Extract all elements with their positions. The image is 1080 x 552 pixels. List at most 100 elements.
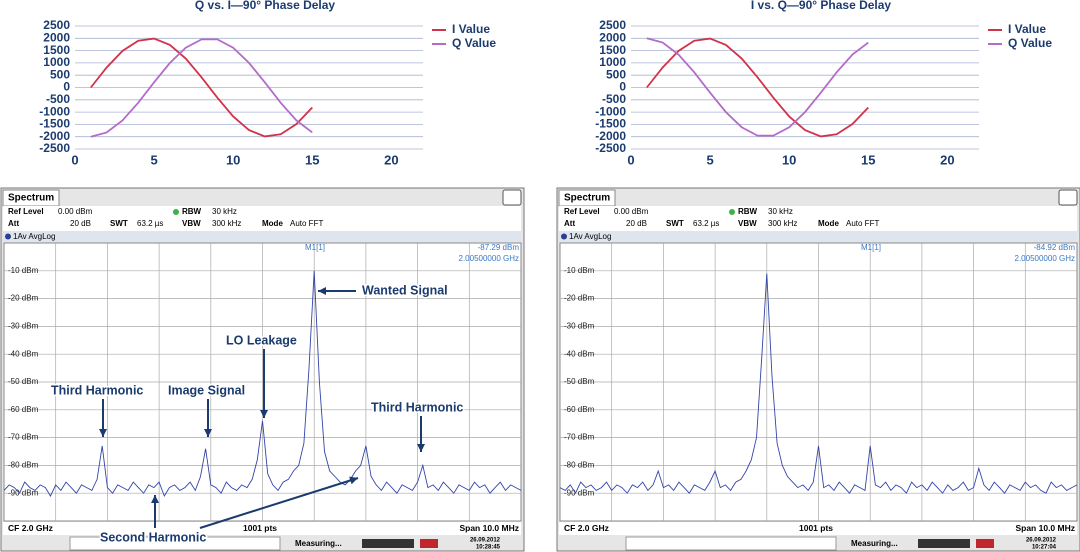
menu-button — [1058, 189, 1078, 206]
trace-dot — [561, 233, 567, 240]
footer — [559, 522, 1077, 535]
header-value: 300 kHz — [212, 219, 241, 228]
footer-text: Span 10.0 MHz — [459, 523, 519, 533]
x-tick-label: 5 — [706, 152, 713, 167]
y-tick-label: 500 — [50, 67, 70, 81]
y-tick-label: -40 dBm — [8, 349, 39, 358]
y-tick-label: 0 — [619, 80, 626, 94]
y-tick-label: -50 dBm — [564, 377, 595, 386]
status-field — [625, 536, 837, 551]
x-tick-label: 5 — [150, 152, 157, 167]
arrow-head — [349, 476, 358, 485]
header-label: Ref Level — [8, 207, 44, 216]
arrow-head — [99, 429, 107, 437]
series-line — [646, 37, 869, 138]
footer — [3, 522, 521, 535]
y-tick-label: -70 dBm — [8, 433, 39, 442]
arrow-head — [318, 287, 326, 295]
status-date: 26.09.2012 — [1026, 538, 1057, 544]
footer-text: CF 2.0 GHz — [8, 523, 53, 533]
trace-bar — [559, 231, 1077, 242]
annotation-arrow — [199, 477, 359, 529]
y-tick-label: -500 — [602, 92, 626, 106]
status-date: 26.09.2012 — [470, 538, 501, 544]
annotation: Third Harmonic — [51, 383, 143, 397]
y-tick-label: 2000 — [43, 30, 70, 44]
trace — [3, 270, 522, 498]
status-text: Measuring... — [295, 539, 342, 548]
y-tick-label: -30 dBm — [8, 322, 39, 331]
legend-label: Q Value — [452, 36, 496, 50]
header-value: 63.2 µs — [137, 219, 163, 228]
y-tick-label: -500 — [46, 92, 70, 106]
chart-title: I vs. Q—90° Phase Delay — [751, 0, 892, 12]
y-tick-label: -90 dBm — [564, 488, 595, 497]
y-tick-label: -2500 — [595, 141, 626, 155]
y-tick-label: -1000 — [595, 104, 626, 118]
x-tick-label: 15 — [861, 152, 875, 167]
annotation: LO Leakage — [226, 333, 297, 347]
footer-text: Span 10.0 MHz — [1015, 523, 1075, 533]
marker-name: M1[1] — [861, 243, 881, 252]
panel-title: Spectrum — [8, 193, 54, 204]
header-label: VBW — [738, 219, 757, 228]
y-tick-label: -2500 — [39, 141, 70, 155]
legend-label: I Value — [452, 22, 490, 36]
marker-level: -87.29 dBm — [478, 243, 520, 252]
x-tick-label: 20 — [940, 152, 954, 167]
x-tick-label: 10 — [782, 152, 796, 167]
series-line — [90, 38, 313, 138]
header-label: Att — [564, 219, 575, 228]
arrow-head — [417, 444, 425, 452]
y-tick-label: -90 dBm — [8, 488, 39, 497]
header-label: VBW — [182, 219, 201, 228]
x-tick-label: 15 — [305, 152, 319, 167]
panel-title: Spectrum — [564, 193, 610, 204]
annotation: Second Harmonic — [100, 530, 206, 544]
y-tick-label: -30 dBm — [564, 322, 595, 331]
header-label: SWT — [110, 219, 128, 228]
y-tick-label: -20 dBm — [8, 294, 39, 303]
marker-level: -84.92 dBm — [1034, 243, 1076, 252]
header-value: Auto FFT — [290, 219, 323, 228]
header-value: Auto FFT — [846, 219, 879, 228]
header-value: 30 kHz — [212, 207, 237, 216]
header-label: SWT — [666, 219, 684, 228]
y-tick-label: -50 dBm — [8, 377, 39, 386]
y-tick-label: 1000 — [599, 55, 626, 69]
status-field — [69, 536, 281, 551]
y-tick-label: -1500 — [595, 117, 626, 131]
y-tick-label: 2500 — [599, 18, 626, 32]
trace-dot — [5, 233, 11, 240]
series-line — [90, 37, 313, 138]
y-tick-label: -2000 — [39, 129, 70, 143]
y-tick-label: -1000 — [39, 104, 70, 118]
y-tick-label: 500 — [606, 67, 626, 81]
progress-indicator — [420, 539, 438, 548]
header-area — [559, 206, 1077, 231]
x-tick-label: 20 — [384, 152, 398, 167]
y-tick-label: 2000 — [599, 30, 626, 44]
arrow-head — [260, 410, 268, 418]
y-tick-label: -2000 — [595, 129, 626, 143]
legend-label: Q Value — [1008, 36, 1052, 50]
header-value: 0.00 dBm — [58, 207, 93, 216]
header-value: 63.2 µs — [693, 219, 719, 228]
progress-indicator — [976, 539, 994, 548]
y-tick-label: -60 dBm — [8, 405, 39, 414]
header-value: 30 kHz — [768, 207, 793, 216]
status-dot — [173, 209, 179, 215]
footer-text: 1001 pts — [799, 523, 833, 533]
legend-label: I Value — [1008, 22, 1046, 36]
y-tick-label: 1500 — [43, 43, 70, 57]
header-label: RBW — [182, 207, 202, 216]
annotation: Third Harmonic — [371, 400, 463, 414]
marker-freq: 2.00500000 GHz — [1015, 254, 1076, 263]
y-tick-label: 1000 — [43, 55, 70, 69]
y-tick-label: -60 dBm — [564, 405, 595, 414]
header-label: Mode — [818, 219, 839, 228]
header-label: RBW — [738, 207, 758, 216]
y-tick-label: -70 dBm — [564, 433, 595, 442]
y-tick-label: -1500 — [39, 117, 70, 131]
